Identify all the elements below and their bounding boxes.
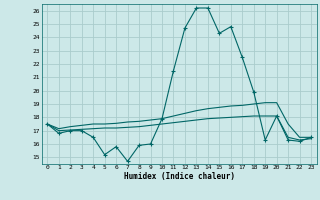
X-axis label: Humidex (Indice chaleur): Humidex (Indice chaleur) [124,172,235,181]
